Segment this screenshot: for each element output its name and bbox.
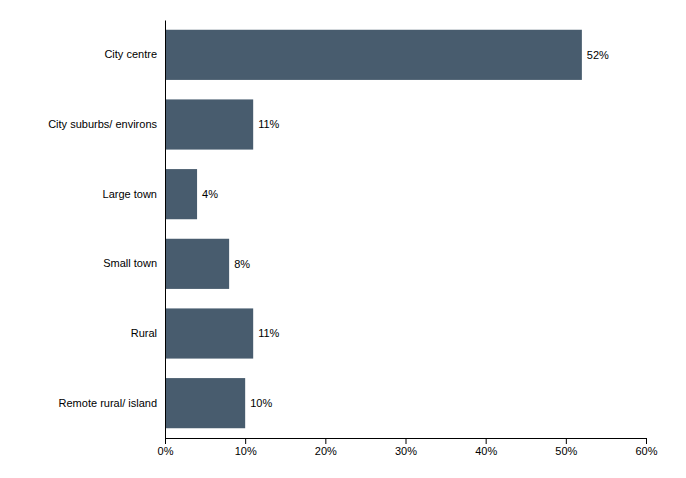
tick-label: 30% (395, 445, 417, 457)
tick-label: Large town (103, 188, 157, 200)
tick-mark (646, 438, 647, 444)
data-label: 10% (250, 397, 272, 409)
data-label: 8% (234, 258, 250, 270)
tick-label: Rural (131, 327, 157, 339)
tick: 10% (235, 438, 257, 457)
tick: City suburbs/ environs (48, 118, 157, 130)
tick-label: Small town (103, 257, 157, 269)
data-label: 4% (202, 188, 218, 200)
tick: 20% (315, 438, 337, 457)
tick-label: 40% (475, 445, 497, 457)
bar (165, 30, 582, 80)
tick-label: 10% (235, 445, 257, 457)
bar (165, 239, 229, 289)
y-axis: Remote rural/ island Rural Small town Large… (48, 21, 165, 439)
tick-mark (486, 438, 487, 444)
data-label: 11% (258, 327, 279, 339)
data-label: 52% (587, 49, 609, 61)
tick: 40% (475, 438, 497, 457)
tick: Large town (103, 188, 157, 200)
chart: 0% 10% 20% 30% 40% 50% 60% Remote rural/ island… (0, 0, 686, 478)
x-axis: 0% 10% 20% 30% 40% 50% 60% (158, 438, 658, 457)
tick-label: 50% (555, 445, 577, 457)
tick-mark (406, 438, 407, 444)
tick: Small town (103, 257, 157, 269)
plot: 0% 10% 20% 30% 40% 50% 60% Remote rural/ island… (48, 21, 658, 457)
tick: 30% (395, 438, 417, 457)
tick-mark (566, 438, 567, 444)
bar (165, 169, 197, 219)
bar (165, 378, 245, 428)
bars (165, 30, 582, 428)
tick-label: 60% (635, 445, 657, 457)
tick-label: Remote rural/ island (59, 397, 157, 409)
bar (165, 99, 253, 149)
data-label: 11% (258, 118, 279, 130)
bar (165, 308, 253, 358)
tick-label: 20% (315, 445, 337, 457)
tick-mark (165, 438, 166, 444)
tick: Rural (131, 327, 157, 339)
tick-label: City suburbs/ environs (48, 118, 157, 130)
tick-mark (245, 438, 246, 444)
tick: Remote rural/ island (59, 397, 157, 409)
axis-domain (166, 439, 647, 445)
tick-label: City centre (104, 48, 157, 60)
tick: 60% (635, 438, 657, 457)
tick: 50% (555, 438, 577, 457)
data-labels: 10% 11% 8% 4% 11% 52% (202, 49, 609, 409)
tick: City centre (104, 48, 157, 60)
axis-domain (165, 21, 166, 439)
tick-label: 0% (158, 445, 174, 457)
tick-mark (325, 438, 326, 444)
tick: 0% (158, 438, 174, 457)
